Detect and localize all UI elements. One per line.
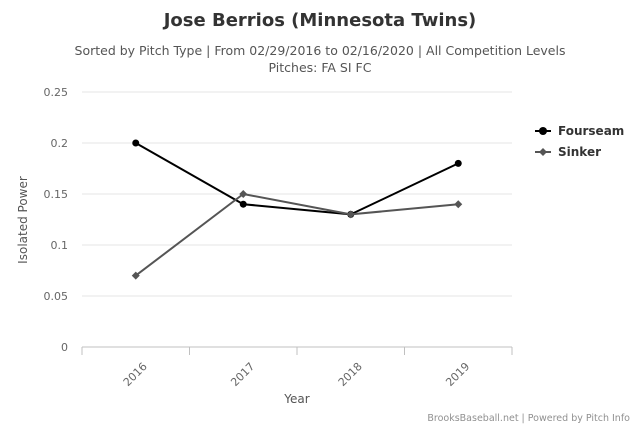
series-line-sinker xyxy=(135,193,459,277)
y-tick-label: 0.2 xyxy=(51,137,69,150)
legend-label-sinker: Sinker xyxy=(558,145,601,159)
data-point-sinker[interactable] xyxy=(239,190,248,198)
legend-item-fourseam[interactable]: Fourseam xyxy=(535,124,624,138)
legend-item-sinker[interactable]: Sinker xyxy=(535,145,601,159)
data-point-sinker[interactable] xyxy=(346,210,355,219)
y-tick-label: 0.1 xyxy=(51,239,69,252)
y-tick-label: 0.15 xyxy=(44,188,69,201)
legend-circle-marker-icon xyxy=(539,127,547,135)
data-point-sinker[interactable] xyxy=(454,200,463,209)
data-point-fourseam[interactable] xyxy=(454,159,462,167)
series xyxy=(131,139,463,280)
data-point-sinker[interactable] xyxy=(131,271,140,280)
chart-title: Jose Berrios (Minnesota Twins) xyxy=(162,10,477,31)
x-axis-title: Year xyxy=(283,392,309,406)
series-line-fourseam xyxy=(135,142,459,216)
legend: Fourseam Sinker xyxy=(535,124,624,159)
y-axis-tick-labels: 0 0.05 0.1 0.15 0.2 0.25 xyxy=(44,86,69,354)
x-axis-tick-labels: 2016 2017 2018 2019 xyxy=(81,347,513,389)
x-tick-label: 2017 xyxy=(228,360,257,389)
y-tick-label: 0.05 xyxy=(44,290,69,303)
y-tick-label: 0 xyxy=(61,341,68,354)
chart-credits[interactable]: BrooksBaseball.net | Powered by Pitch In… xyxy=(427,413,630,424)
chart-subtitle-line-1: Sorted by Pitch Type | From 02/29/2016 t… xyxy=(75,43,566,58)
chart-subtitle-line-2: Pitches: FA SI FC xyxy=(269,60,372,75)
y-axis-title: Isolated Power xyxy=(16,176,30,264)
series-fourseam xyxy=(132,139,462,218)
x-tick-label: 2018 xyxy=(336,360,365,389)
grid xyxy=(82,91,512,348)
x-tick-label: 2016 xyxy=(121,360,150,389)
data-point-fourseam[interactable] xyxy=(239,200,247,208)
x-tick-label: 2019 xyxy=(443,360,472,389)
data-point-fourseam[interactable] xyxy=(132,139,140,147)
y-tick-label: 0.25 xyxy=(44,86,69,99)
legend-diamond-marker-icon xyxy=(539,148,547,156)
series-sinker xyxy=(131,190,463,280)
legend-label-fourseam: Fourseam xyxy=(558,124,624,138)
